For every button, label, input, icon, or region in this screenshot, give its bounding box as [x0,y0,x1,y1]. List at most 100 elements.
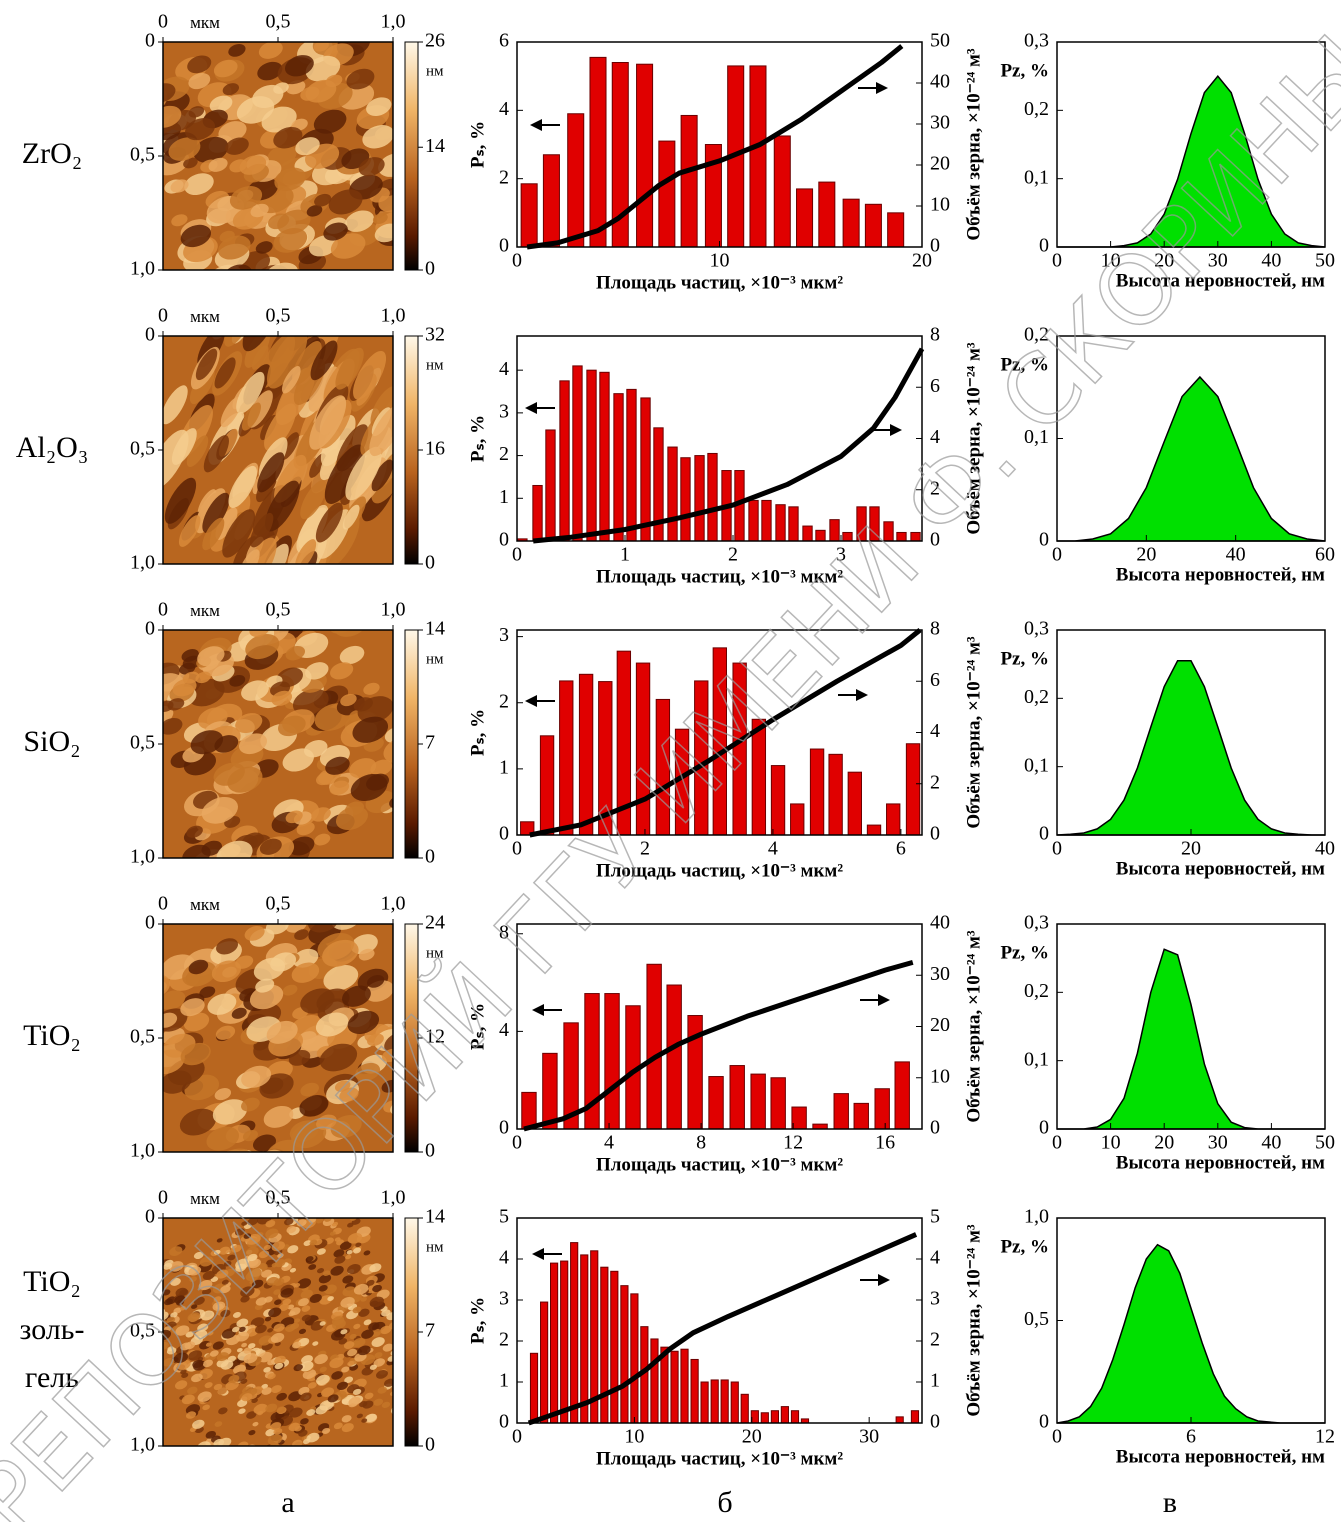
y-tick-label: 0 [1039,235,1049,257]
texture-blob [299,1392,312,1402]
texture-blob [338,1338,348,1345]
texture-blob [164,477,197,524]
texture-blob [255,1450,271,1464]
texture-blob [216,1238,223,1243]
bar [620,1285,629,1424]
texture-blob [195,348,218,381]
texture-blob [309,1293,322,1303]
texture-blob [195,671,211,684]
texture-blob [296,1219,307,1227]
y-tick-label: 0 [145,324,155,346]
texture-blob [182,844,211,858]
bar [791,1106,807,1130]
y2-tick-label: 6 [930,669,940,691]
texture-blob [232,863,254,882]
texture-blob [236,1347,243,1353]
texture-blob [290,1322,300,1330]
y2-tick-label: 0 [930,235,940,257]
texture-blob [267,1373,276,1380]
texture-blob [191,1373,203,1383]
texture-blob [294,1283,301,1288]
texture-blob [309,395,347,450]
arrow-head [530,119,542,131]
x-tick-label: 20 [912,250,932,272]
texture-blob [273,126,303,149]
bar [532,484,543,542]
texture-blob [220,1309,231,1318]
texture-blob [163,105,182,128]
texture-blob [345,446,382,501]
texture-blob [331,1316,345,1326]
texture-blob [335,806,369,831]
texture-blob [240,1286,255,1297]
bar [550,1262,559,1424]
texture-blob [369,1364,377,1370]
texture-blob [341,1423,354,1433]
texture-blob [276,1392,287,1401]
bar [589,56,607,248]
texture-blob [306,1432,320,1443]
x-tick-label: 0,5 [266,893,291,915]
texture-blob [301,1305,311,1312]
texture-blob [265,1228,279,1239]
y-tick-label: 3 [499,1288,509,1310]
y-tick-label: 0,1 [1024,1048,1049,1070]
bar [886,803,901,836]
y2-axis-label: Объём зерна, ×10⁻²⁴ м³ [963,636,984,829]
bar [670,1350,679,1424]
y-tick-label: 4 [499,358,509,380]
bar [626,388,637,542]
texture-blob [216,1352,229,1362]
texture-blob [194,1330,208,1340]
y2-tick-label: 8 [930,618,940,640]
texture-blob [238,733,268,755]
texture-blob [236,1318,249,1328]
texture-blob [214,1087,232,1101]
texture-blob [360,1296,367,1302]
y-tick-label: 0 [1039,823,1049,845]
x-tick-label: 60 [1315,544,1335,566]
texture-blob [288,1422,301,1432]
texture-blob [311,807,331,822]
texture-blob [213,1296,222,1303]
colorbar-unit: нм [426,945,444,961]
texture-blob [241,680,269,701]
texture-blob [300,988,335,1014]
texture-blob [219,1246,231,1255]
x-axis-label: Высота неровностей, нм [1116,1446,1325,1467]
texture-blob [241,1097,260,1112]
x-tick-label: 1 [620,544,630,566]
texture-blob [300,1289,313,1299]
texture-blob [330,1115,362,1138]
bar [895,1416,904,1424]
area [1056,660,1325,836]
x-axis-label: Площадь частиц, ×10⁻³ мкм² [596,1448,843,1469]
x-tick-label: 4 [604,1132,614,1154]
texture-blob [179,1306,186,1311]
row-label: SiO₂ [23,725,80,758]
texture-blob [270,1332,285,1343]
texture-blob [266,1020,298,1044]
texture-blob [266,1259,274,1265]
texture-blob [264,262,299,270]
bar [586,369,597,542]
texture-blob [371,1337,385,1347]
x-tick-label: 0 [158,893,168,915]
texture-blob [134,994,152,1009]
y-tick-label: 0 [499,235,509,257]
bar [842,198,860,248]
texture-blob [167,698,185,711]
texture-blob [173,1307,182,1314]
y-tick-label: 1,0 [130,258,155,280]
bar [887,212,905,248]
texture-blob [364,1392,374,1400]
y-tick-label: 1 [499,1370,509,1392]
texture-blob [316,1374,330,1385]
texture-blob [300,480,327,520]
bar [720,1379,729,1424]
bar [802,525,813,542]
texture-blob [335,347,364,390]
texture-blob [117,965,154,996]
x-axis-label: Высота неровностей, нм [1116,858,1325,879]
